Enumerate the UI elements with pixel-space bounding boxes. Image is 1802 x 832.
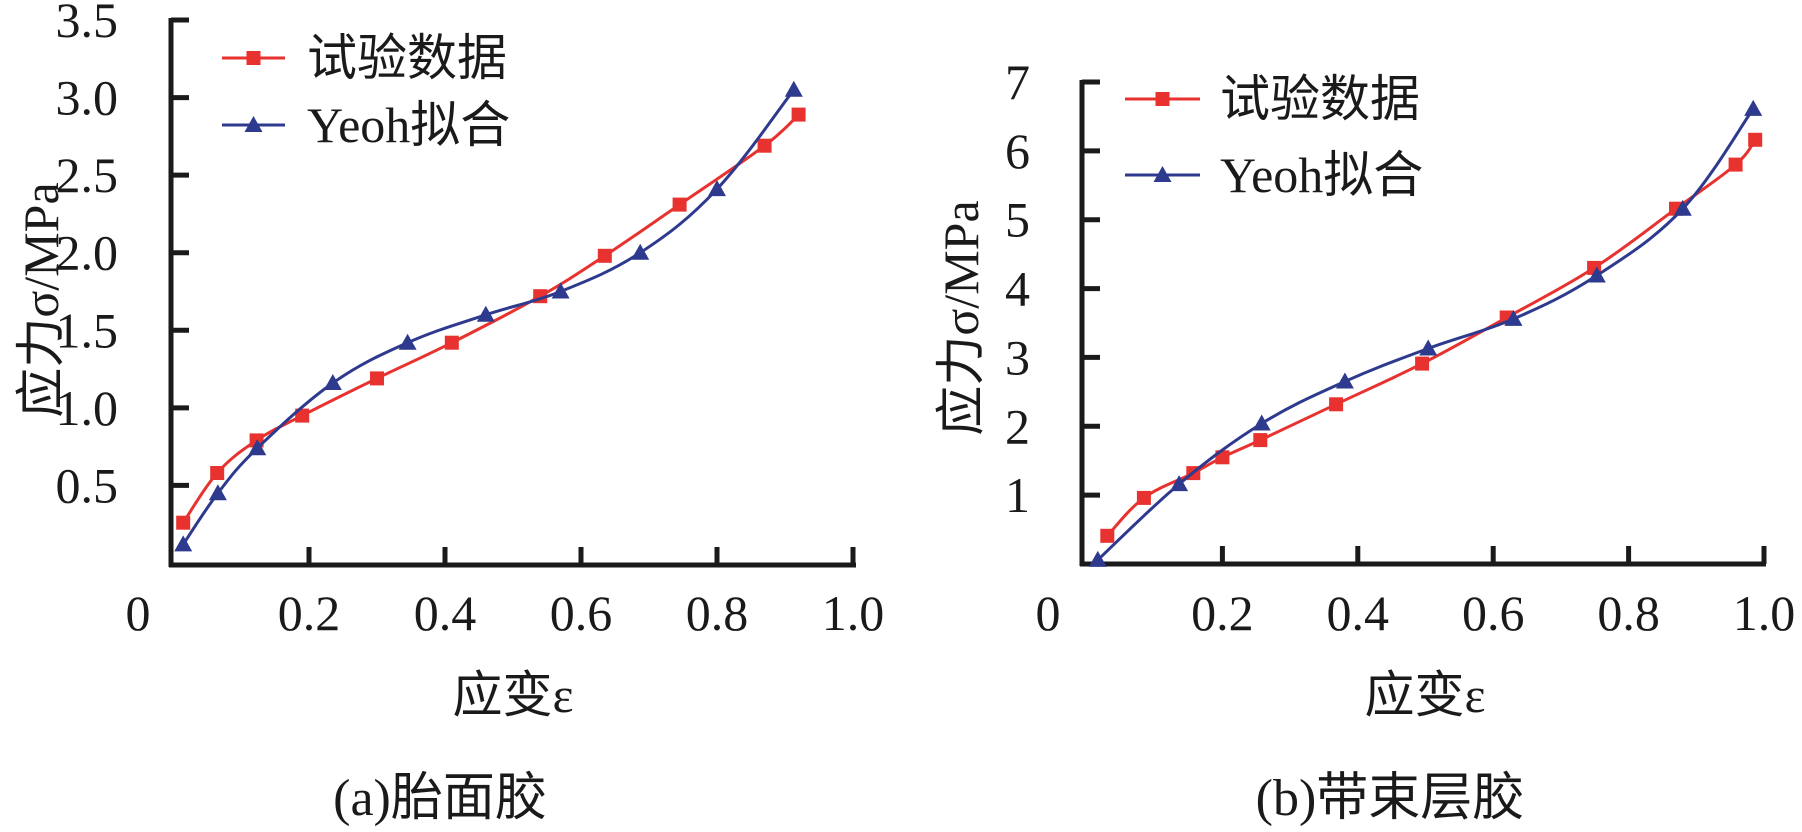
yeoh-fit-data-point bbox=[1673, 199, 1692, 216]
legend-label: Yeoh拟合 bbox=[1220, 147, 1423, 203]
y-tick-label: 6 bbox=[1005, 123, 1030, 179]
legend-label: Yeoh拟合 bbox=[307, 97, 510, 153]
yeoh-fit-data-point bbox=[398, 333, 417, 350]
x-tick-label: 0.6 bbox=[1462, 585, 1525, 641]
yeoh-fit-data-point bbox=[1504, 309, 1523, 326]
x-axis-title: 应变ε bbox=[1365, 667, 1486, 723]
experiment-data-point bbox=[176, 515, 191, 530]
y-tick-label: 2.5 bbox=[56, 147, 119, 203]
yeoh-fit-data-point bbox=[1252, 414, 1271, 431]
y-tick-label: 1.5 bbox=[56, 302, 119, 358]
x-tick-label: 0.2 bbox=[1191, 585, 1254, 641]
experiment-data-point bbox=[1100, 528, 1115, 543]
y-axis-title: 应力σ/MPa bbox=[13, 182, 69, 417]
legend-square-marker-icon bbox=[1155, 92, 1170, 106]
yeoh-fit-data-point bbox=[784, 80, 803, 97]
experiment-data-point bbox=[597, 248, 612, 263]
yeoh-fit-data-point bbox=[1744, 99, 1763, 116]
yeoh-fit-data-point bbox=[208, 484, 227, 501]
y-tick-label: 0.5 bbox=[56, 457, 119, 513]
experiment-data-point bbox=[1415, 356, 1430, 371]
yeoh-fit-data-point bbox=[1170, 475, 1189, 492]
yeoh-fit-data-point bbox=[551, 282, 570, 299]
y-tick-label: 3.5 bbox=[56, 0, 119, 48]
x-tick-label: 1.0 bbox=[1733, 585, 1796, 641]
legend-triangle-marker-icon bbox=[244, 116, 263, 132]
experiment-data-point bbox=[1748, 132, 1763, 147]
experiment-data-point bbox=[791, 107, 806, 122]
yeoh-fit-data-point bbox=[323, 374, 342, 390]
series-layer bbox=[1088, 99, 1763, 567]
y-tick-label: 3.0 bbox=[56, 70, 119, 126]
experiment-data-point bbox=[370, 371, 384, 386]
y-tick-label: 4 bbox=[1005, 261, 1030, 317]
y-tick-label: 5 bbox=[1005, 192, 1030, 248]
x-tick-label: 0.8 bbox=[1597, 585, 1660, 641]
y-tick-label: 3 bbox=[1005, 329, 1030, 385]
x-axis-title: 应变ε bbox=[453, 667, 574, 723]
yeoh-fit-data-point bbox=[708, 180, 726, 197]
experiment-data-point bbox=[1728, 157, 1743, 172]
yeoh-fit-data-point bbox=[174, 535, 193, 552]
yeoh-fit-data-point bbox=[476, 305, 495, 322]
x-tick-label: 0.8 bbox=[686, 585, 749, 641]
y-tick-label: 1 bbox=[1005, 467, 1030, 523]
x-tick-label: 0.2 bbox=[278, 585, 341, 641]
yeoh-fit-data-point bbox=[1587, 266, 1606, 283]
axes: 1 2 3 4 5 6 7 0 0.2 0.4 0.6 0.8 1.0 bbox=[1005, 54, 1795, 641]
yeoh-fit-data-point bbox=[631, 243, 650, 260]
yeoh-fit-data-point bbox=[1335, 372, 1354, 389]
chart-panel-a: 0.5 1.0 1.5 2.0 2.5 3.0 3.5 0 0.2 0.4 0.6 0.8 1.0 试验… bbox=[13, 0, 884, 827]
y-tick-label: 2.0 bbox=[56, 225, 119, 281]
chart-caption: (a)胎面胶 bbox=[333, 770, 547, 827]
y-tick-label: 1.0 bbox=[56, 380, 119, 436]
experiment-data-point bbox=[210, 466, 225, 480]
legend-label: 试验数据 bbox=[1220, 71, 1420, 127]
y-axis-title: 应力σ/MPa bbox=[933, 200, 989, 435]
legend: 试验数据 Yeoh拟合 bbox=[1125, 71, 1423, 203]
x-tick-label: 0 bbox=[126, 585, 151, 641]
legend-label: 试验数据 bbox=[307, 30, 507, 86]
series-line-yeoh-fit bbox=[181, 88, 795, 546]
series-line-yeoh-fit bbox=[1096, 108, 1755, 561]
yeoh-fit-data-point bbox=[248, 439, 267, 456]
x-tick-label: 1.0 bbox=[822, 585, 885, 641]
experiment-data-point bbox=[444, 335, 459, 350]
y-tick-label: 2 bbox=[1005, 398, 1030, 454]
experiment-data-point bbox=[1329, 397, 1344, 412]
x-tick-label: 0.6 bbox=[550, 585, 613, 641]
yeoh-fit-data-point bbox=[1419, 339, 1438, 356]
experiment-data-point bbox=[1136, 490, 1151, 505]
y-tick-label: 7 bbox=[1005, 54, 1030, 110]
experiment-data-point bbox=[757, 138, 772, 153]
legend: 试验数据 Yeoh拟合 bbox=[222, 30, 510, 153]
series-line-experiment bbox=[1106, 138, 1757, 537]
chart-panel-b: 1 2 3 4 5 6 7 0 0.2 0.4 0.6 0.8 1.0 试验数据 Yeoh拟合 应变ε 应… bbox=[933, 54, 1795, 827]
experiment-data-point bbox=[1253, 433, 1268, 448]
x-tick-label: 0.4 bbox=[1327, 585, 1390, 641]
chart-caption: (b)带束层胶 bbox=[1256, 770, 1525, 827]
legend-square-marker-icon bbox=[246, 51, 261, 65]
series-layer bbox=[174, 80, 806, 552]
axes: 0.5 1.0 1.5 2.0 2.5 3.0 3.5 0 0.2 0.4 0.6 0.8 1.0 bbox=[56, 0, 885, 641]
x-tick-label: 0 bbox=[1036, 585, 1061, 641]
experiment-data-point bbox=[672, 197, 687, 212]
legend-triangle-marker-icon bbox=[1153, 166, 1172, 182]
yeoh-fit-data-point bbox=[1088, 550, 1107, 567]
x-tick-label: 0.4 bbox=[414, 585, 477, 641]
